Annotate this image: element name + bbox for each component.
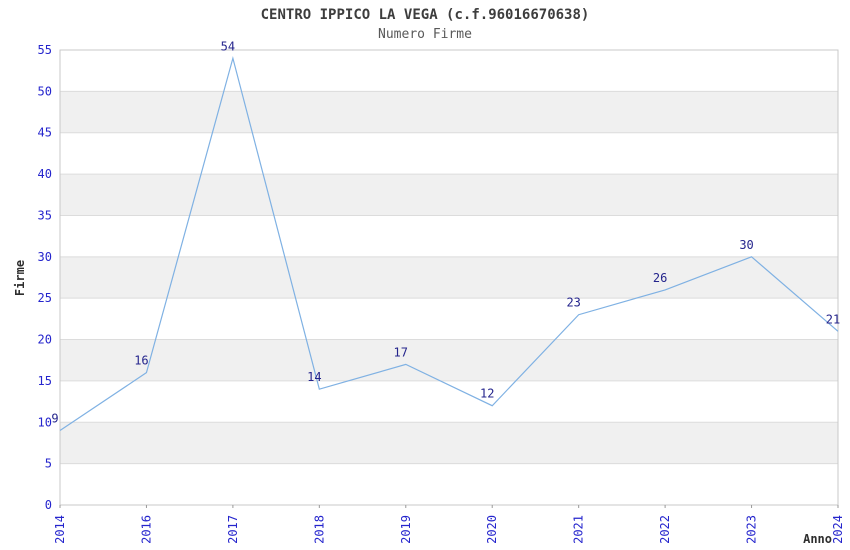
data-label: 23 — [566, 296, 580, 310]
y-tick-label: 25 — [38, 291, 52, 305]
y-tick-label: 40 — [38, 167, 52, 181]
data-label: 54 — [221, 39, 235, 53]
y-tick-label: 0 — [45, 498, 52, 512]
y-tick-label: 10 — [38, 415, 52, 429]
x-tick-label: 2022 — [658, 515, 672, 544]
y-tick-label: 30 — [38, 250, 52, 264]
plot-band — [60, 256, 838, 299]
x-tick-label: 2024 — [831, 515, 845, 544]
plot-band — [60, 339, 838, 381]
plot-band — [60, 91, 838, 133]
x-tick-label: 2017 — [226, 515, 240, 544]
x-tick-label: 2014 — [53, 515, 67, 544]
x-tick-label: 2019 — [399, 515, 413, 544]
x-tick-label: 2023 — [745, 515, 759, 544]
plot-band — [60, 174, 838, 216]
y-tick-label: 45 — [38, 126, 52, 140]
data-label: 21 — [826, 312, 840, 326]
plot-band — [60, 422, 838, 464]
data-line — [59, 55, 839, 432]
y-tick-label: 35 — [38, 208, 52, 222]
data-label: 16 — [134, 354, 148, 368]
plot-border — [59, 49, 839, 506]
data-label: 26 — [653, 271, 667, 285]
x-tick-label: 2021 — [572, 515, 586, 544]
x-axis-title: Anno — [803, 532, 832, 546]
y-tick-label: 15 — [38, 374, 52, 388]
y-tick-label: 55 — [38, 43, 52, 57]
y-axis-title: Firme — [13, 260, 27, 296]
data-label: 9 — [51, 412, 58, 426]
data-label: 12 — [480, 387, 494, 401]
chart-subtitle: Numero Firme — [378, 27, 472, 42]
y-tick-label: 50 — [38, 84, 52, 98]
x-tick-label: 2020 — [485, 515, 499, 544]
data-label: 30 — [739, 238, 753, 252]
y-tick-label: 20 — [38, 333, 52, 347]
data-label: 14 — [307, 370, 321, 384]
x-tick-label: 2016 — [139, 515, 153, 544]
x-tick-label: 2018 — [312, 515, 326, 544]
data-label: 17 — [394, 345, 408, 359]
y-tick-label: 5 — [45, 457, 52, 471]
chart-title: CENTRO IPPICO LA VEGA (c.f.96016670638) — [260, 7, 590, 23]
